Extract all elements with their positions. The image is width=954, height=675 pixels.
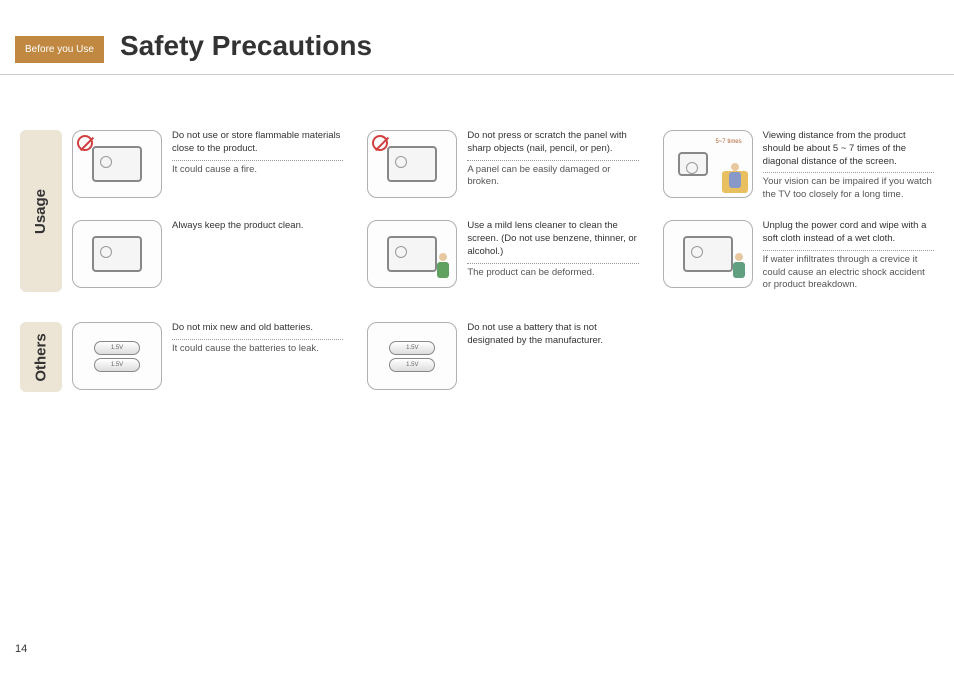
main-text: Do not press or scratch the panel with s…	[467, 130, 638, 156]
distance-label: 5~7 times	[715, 139, 741, 145]
usage-label-text: Usage	[33, 189, 50, 234]
prohibit-icon	[372, 135, 388, 151]
sub-text: A panel can be easily damaged or broken.	[467, 160, 638, 190]
sub-text: The product can be deformed.	[467, 263, 638, 280]
precaution-item: Always keep the product clean.	[72, 220, 343, 292]
illustration-clean	[72, 220, 162, 288]
precaution-item: 1.5V 1.5V Do not use a battery that is n…	[367, 322, 638, 392]
page-title: Safety Precautions	[120, 30, 372, 62]
usage-label: Usage	[20, 130, 62, 292]
illustration-cleaner	[367, 220, 457, 288]
precaution-text: Do not use a battery that is not designa…	[467, 322, 638, 392]
page-header: Before you Use Safety Precautions	[0, 0, 954, 75]
main-text: Always keep the product clean.	[172, 220, 343, 233]
precaution-item: 1.5V 1.5V Do not mix new and old batteri…	[72, 322, 343, 392]
precaution-text: Use a mild lens cleaner to clean the scr…	[467, 220, 638, 292]
battery-icon: 1.5V	[389, 358, 435, 372]
precaution-text: Viewing distance from the product should…	[763, 130, 934, 202]
sub-text: If water infiltrates through a crevice i…	[763, 250, 934, 292]
others-label: Others	[20, 322, 62, 392]
illustration-scratch	[367, 130, 457, 198]
main-text: Do not mix new and old batteries.	[172, 322, 343, 335]
others-grid: 1.5V 1.5V Do not mix new and old batteri…	[72, 322, 934, 392]
illustration-distance: 5~7 times	[663, 130, 753, 198]
main-text: Do not use a battery that is not designa…	[467, 322, 638, 348]
main-text: Unplug the power cord and wipe with a so…	[763, 220, 934, 246]
precaution-item: Unplug the power cord and wipe with a so…	[663, 220, 934, 292]
precaution-text: Always keep the product clean.	[172, 220, 343, 292]
precaution-text: Do not use or store flammable materials …	[172, 130, 343, 202]
sub-text: It could cause a fire.	[172, 160, 343, 177]
precaution-item: Do not press or scratch the panel with s…	[367, 130, 638, 202]
illustration-wipe	[663, 220, 753, 288]
precaution-item: 5~7 times Viewing distance from the prod…	[663, 130, 934, 202]
main-text: Use a mild lens cleaner to clean the scr…	[467, 220, 638, 258]
illustration-flammable	[72, 130, 162, 198]
page-number: 14	[15, 643, 27, 655]
battery-icon: 1.5V	[94, 341, 140, 355]
usage-grid: Do not use or store flammable materials …	[72, 130, 934, 292]
content-area: Usage Do not use or store flammable mate…	[0, 75, 954, 392]
section-badge: Before you Use	[15, 36, 104, 63]
illustration-batteries-wrong: 1.5V 1.5V	[367, 322, 457, 390]
precaution-item: Use a mild lens cleaner to clean the scr…	[367, 220, 638, 292]
others-label-text: Others	[33, 333, 50, 381]
battery-icon: 1.5V	[94, 358, 140, 372]
prohibit-icon	[77, 135, 93, 151]
sub-text: It could cause the batteries to leak.	[172, 339, 343, 356]
precaution-text: Do not mix new and old batteries. It cou…	[172, 322, 343, 392]
precaution-text: Unplug the power cord and wipe with a so…	[763, 220, 934, 292]
others-section: Others 1.5V 1.5V Do not mix new and old …	[20, 322, 934, 392]
main-text: Viewing distance from the product should…	[763, 130, 934, 168]
sub-text: Your vision can be impaired if you watch…	[763, 172, 934, 202]
main-text: Do not use or store flammable materials …	[172, 130, 343, 156]
battery-icon: 1.5V	[389, 341, 435, 355]
illustration-batteries-mixed: 1.5V 1.5V	[72, 322, 162, 390]
precaution-item: Do not use or store flammable materials …	[72, 130, 343, 202]
usage-section: Usage Do not use or store flammable mate…	[20, 130, 934, 292]
precaution-text: Do not press or scratch the panel with s…	[467, 130, 638, 202]
